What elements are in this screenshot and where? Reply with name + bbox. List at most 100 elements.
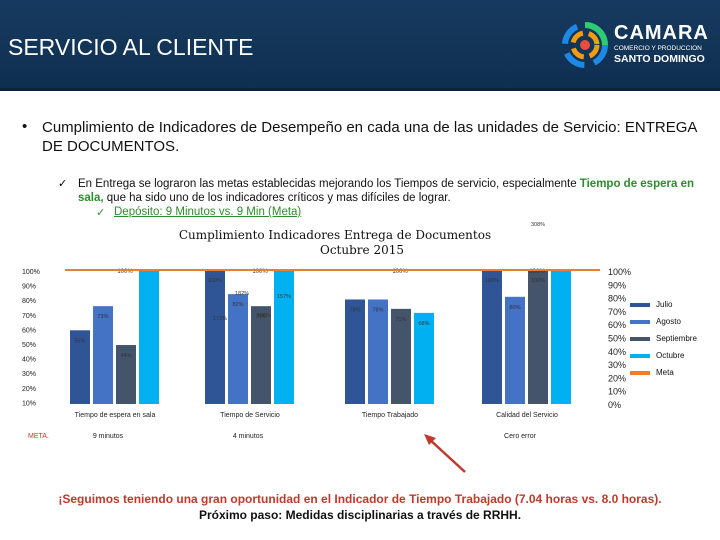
y-tick-left-label: 70%	[22, 313, 36, 320]
y-tick-left-label: 100%	[22, 269, 40, 276]
bar-julio	[345, 299, 365, 404]
logo-name: CAMARA	[614, 22, 709, 44]
bar-data-label: 55%	[74, 338, 85, 344]
logo-subtitle: COMERCIO Y PRODUCCION	[614, 45, 702, 52]
y-tick-right-label: 70%	[608, 307, 626, 317]
y-tick-left-label: 20%	[22, 386, 36, 393]
arrow-icon	[424, 434, 466, 473]
logo: CAMARA COMERCIO Y PRODUCCION SANTO DOMIN…	[560, 20, 710, 75]
main-heading: Cumplimiento de Indicadores de Desempeño…	[42, 119, 697, 155]
bar-extra-label: 182%	[235, 291, 249, 297]
bar-data-label: 80%	[509, 305, 520, 311]
legend-item-julio: Julio	[630, 300, 672, 309]
footer-line-2: Próximo paso: Medidas disciplinarias a t…	[198, 508, 522, 522]
legend-item-septiembre: Septiembre	[630, 334, 697, 343]
camara-logo-icon	[562, 22, 608, 68]
header-stripe	[0, 88, 720, 91]
category-label: Calidad del Servicio	[496, 412, 558, 419]
legend-label: Julio	[656, 300, 673, 309]
category-label: Tiempo de Servicio	[220, 412, 280, 419]
footer-note: ¡Seguimos teniendo una gran oportunidad …	[0, 491, 720, 523]
bar-data-label: 100%	[531, 278, 545, 284]
legend-swatch	[630, 319, 650, 324]
meta-value: 4 minutos	[233, 433, 264, 440]
checkmark-icon: ✓	[96, 207, 106, 219]
chart-area: Cumplimiento Indicadores Entrega de Docu…	[0, 214, 720, 454]
y-tick-right-label: 50%	[608, 334, 626, 344]
bar-data-label: 44%	[120, 353, 131, 359]
legend-label: Septiembre	[656, 334, 697, 343]
y-tick-right-label: 40%	[608, 347, 626, 357]
legend-swatch	[630, 353, 650, 358]
y-tick-right-label: 90%	[608, 280, 626, 290]
bar-data-label: 73%	[97, 314, 108, 320]
y-tick-right-label: 100%	[608, 267, 631, 277]
bar-julio	[482, 270, 502, 404]
bar-septiembre	[528, 270, 548, 404]
bar-data-label: 68%	[418, 321, 429, 327]
bar-data-label: 100%	[485, 278, 499, 284]
bar-data-label: 73%	[255, 314, 266, 320]
bar-top-label: 100%	[117, 269, 133, 275]
bar-extra-label: 157%	[277, 294, 291, 300]
bar-octubre	[274, 270, 294, 404]
y-tick-right-label: 10%	[608, 387, 626, 397]
y-tick-left-label: 30%	[22, 371, 36, 378]
sub-text-pre: En Entrega se lograron las metas estable…	[78, 178, 580, 190]
sub-text-post: que ha sido uno de los indicadores críti…	[103, 192, 451, 204]
legend-swatch	[630, 336, 650, 341]
y-tick-right-label: 0%	[608, 400, 621, 410]
legend-label: Agosto	[656, 317, 681, 326]
y-tick-right-label: 30%	[608, 360, 626, 370]
bar-data-label: 82%	[232, 302, 243, 308]
bullet-marker: •	[22, 118, 28, 135]
bar-agosto	[228, 294, 248, 404]
legend-item-octubre: Octubre	[630, 351, 684, 360]
meta-value: Cero error	[504, 433, 537, 440]
bar-data-label: 100%	[208, 278, 222, 284]
footer-line-1: ¡Seguimos teniendo una gran oportunidad …	[58, 492, 662, 506]
bar-extra-label: 308%	[531, 222, 545, 228]
bar-septiembre	[116, 345, 136, 404]
page-title: SERVICIO AL CLIENTE	[8, 34, 254, 60]
legend-swatch	[630, 302, 650, 307]
legend-label: Octubre	[656, 351, 685, 360]
bar-septiembre	[251, 306, 271, 404]
y-tick-left-label: 80%	[22, 298, 36, 305]
bar-extra-label: 172%	[213, 316, 227, 322]
bar-julio	[70, 330, 90, 404]
y-tick-right-label: 60%	[608, 320, 626, 330]
category-label: Tiempo de espera en sala	[75, 412, 156, 419]
legend-item-meta: Meta	[630, 368, 674, 377]
bar-top-label: 100%	[392, 269, 408, 275]
checkmark-icon: ✓	[58, 178, 68, 190]
bar-agosto	[93, 306, 113, 404]
legend-swatch	[630, 370, 650, 375]
bar-extra-label: 150%	[257, 313, 271, 319]
y-tick-left-label: 40%	[22, 357, 36, 364]
legend-item-agosto: Agosto	[630, 317, 681, 326]
meta-label: META.	[28, 433, 49, 440]
chart-subtitle: Octubre 2015	[320, 243, 404, 257]
bar-octubre	[551, 270, 571, 404]
bar-data-label: 71%	[395, 317, 406, 323]
chart-title: Cumplimiento Indicadores Entrega de Docu…	[179, 228, 491, 242]
y-tick-left-label: 10%	[22, 400, 36, 407]
y-tick-left-label: 90%	[22, 284, 36, 291]
bar-octubre	[414, 312, 434, 404]
sub-text-highlight: Tiempo de espera en sala,	[78, 178, 694, 204]
deposit-note: Depósito: 9 Minutos vs. 9 Min (Meta)	[114, 206, 302, 218]
bar-octubre	[139, 270, 159, 404]
category-label: Tiempo Trabajado	[362, 412, 418, 419]
header-bar	[0, 0, 720, 90]
y-tick-right-label: 20%	[608, 373, 626, 383]
y-tick-left-label: 60%	[22, 327, 36, 334]
logo-city: SANTO DOMINGO	[614, 53, 705, 65]
bar-septiembre	[391, 308, 411, 404]
y-tick-right-label: 80%	[608, 294, 626, 304]
bar-top-label: 100%	[252, 269, 268, 275]
sub-bullet-text: En Entrega se lograron las metas estable…	[78, 177, 708, 205]
y-tick-left-label: 50%	[22, 342, 36, 349]
bar-data-label: 78%	[349, 307, 360, 313]
bar-top-label: 100%	[529, 269, 545, 275]
